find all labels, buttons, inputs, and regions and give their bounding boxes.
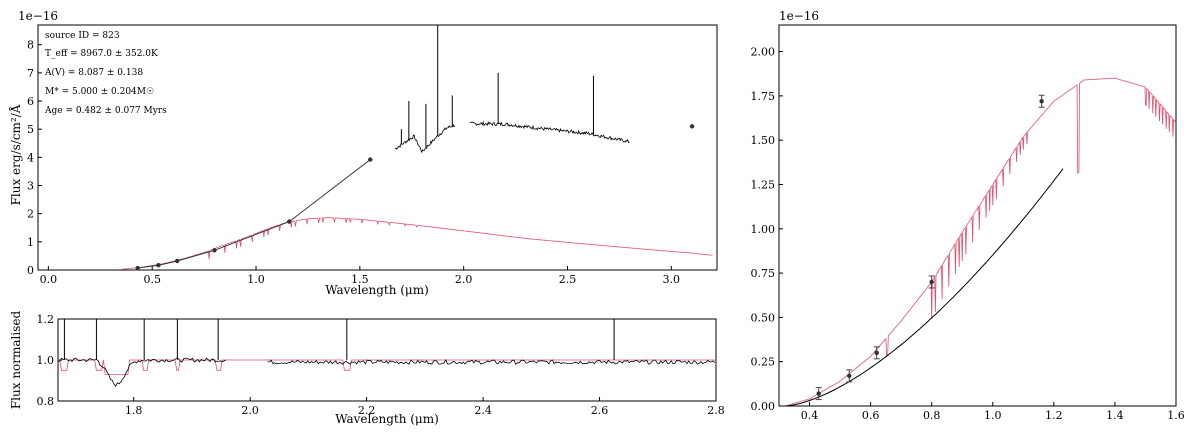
main-ytick-label: 0 — [27, 264, 34, 277]
zoom-ytick-label: 1.75 — [751, 90, 776, 103]
zoom-xtick-label: 1.2 — [1045, 409, 1063, 422]
main-ylabel: Flux erg/s/cm²/Å — [8, 104, 23, 205]
zoom-axes-frame — [778, 24, 1177, 407]
zoom-panel: 1e−16 0.4 0.6 0.8 1.0 1.2 1.4 1.6 0.00 0.25 0.50 0… — [751, 9, 1185, 422]
main-xtick-label: 3.0 — [663, 273, 681, 286]
main-ytick-label: 8 — [27, 39, 34, 52]
bottom-xlabel: Wavelength (μm) — [335, 412, 439, 426]
photometry-point — [135, 265, 140, 271]
main-spectrum-panel: 1e−16 0.0 0.5 1.0 1.5 2.0 2.5 3.0 0 1 2 3 4 5 6 7 8 Wav… — [8, 9, 718, 297]
photometry-point — [212, 248, 217, 253]
main-axes-frame — [37, 24, 718, 271]
annotation-source-id: source ID = 823 — [45, 31, 120, 41]
zoom-ytick-label: 0.25 — [751, 356, 776, 369]
zoom-photometry-point — [1039, 99, 1044, 104]
main-ytick-label: 3 — [27, 180, 34, 193]
zoom-xtick-label: 0.6 — [862, 409, 880, 422]
main-xtick-label: 0.0 — [40, 273, 58, 286]
main-annotations: source ID = 823 T_eff = 8967.0 ± 352.0K … — [44, 31, 167, 116]
photometry-sed-line — [137, 159, 371, 269]
main-xtick-label: 0.5 — [143, 273, 161, 286]
zoom-xtick-label: 1.4 — [1106, 409, 1124, 422]
bottom-ytick-label: 1.2 — [37, 313, 55, 326]
bottom-xtick-label: 2.6 — [591, 404, 609, 417]
zoom-photometry-point — [816, 391, 821, 396]
bottom-xtick-label: 2.8 — [707, 404, 725, 417]
zoom-photometry-point — [929, 279, 934, 285]
zoom-xtick-label: 0.4 — [801, 409, 819, 422]
main-ytick-label: 2 — [27, 208, 34, 221]
main-ytick-label: 6 — [27, 95, 34, 108]
zoom-ytick-label: 1.00 — [751, 223, 776, 236]
zoom-xtick-label: 0.8 — [923, 409, 941, 422]
photometry-point — [689, 124, 695, 129]
main-xtick-label: 1.5 — [351, 273, 369, 286]
zoom-photometry-point — [874, 350, 879, 356]
main-ytick-label: 1 — [27, 236, 34, 249]
zoom-ytick-label: 1.50 — [751, 134, 776, 147]
zoom-ytick-label: 1.25 — [751, 178, 776, 191]
main-xlabel: Wavelength (μm) — [325, 283, 429, 297]
photometry-point — [287, 219, 292, 224]
photometry-point — [368, 157, 373, 162]
photometry-point — [156, 263, 161, 268]
main-xtick-label: 2.0 — [455, 273, 473, 286]
bottom-ytick-label: 0.8 — [37, 395, 55, 408]
zoom-ytick-label: 0.75 — [751, 267, 776, 280]
annotation-av: A(V) = 8.087 ± 0.138 — [44, 67, 143, 78]
normalised-model-line — [58, 359, 715, 375]
main-ytick-label: 4 — [27, 151, 34, 164]
zoom-exponent: 1e−16 — [779, 9, 819, 23]
annotation-mass: M* = 5.000 ± 0.204M☉ — [45, 87, 154, 97]
main-xtick-label: 2.5 — [559, 273, 577, 286]
zoom-xtick-label: 1.0 — [984, 409, 1002, 422]
bottom-xtick-label: 2.4 — [474, 404, 492, 417]
zoom-ytick-label: 0.50 — [751, 311, 776, 324]
annotation-teff: T_eff = 8967.0 ± 352.0K — [45, 49, 158, 59]
main-ytick-label: 5 — [27, 123, 34, 136]
bottom-xtick-label: 2.0 — [241, 404, 259, 417]
observed-spectrum-k-band — [469, 120, 630, 143]
zoom-xtick-label: 1.6 — [1167, 409, 1185, 422]
observed-spectrum-h-band — [394, 123, 456, 154]
annotation-age: Age = 0.482 ± 0.077 Myrs — [44, 106, 167, 116]
bottom-ytick-label: 1.0 — [37, 354, 55, 367]
normalised-observed-h-band — [57, 357, 226, 387]
zoom-ytick-label: 2.00 — [751, 46, 776, 59]
main-exponent: 1e−16 — [18, 9, 58, 23]
bottom-xtick-label: 2.2 — [358, 404, 376, 417]
normalised-spectrum-panel: 1.8 2.0 2.2 2.4 2.6 2.8 0.8 1.0 1.2 Wavelength (… — [9, 311, 725, 426]
zoom-model-line — [784, 77, 1176, 407]
bottom-xtick-label: 1.8 — [125, 404, 143, 417]
zoom-photometry-point — [847, 373, 852, 379]
main-xtick-label: 1.0 — [247, 273, 265, 286]
model-spectrum-line — [121, 217, 713, 270]
zoom-ytick-label: 0.00 — [751, 400, 776, 413]
bottom-ylabel: Flux normalised — [9, 311, 23, 410]
photometry-point — [174, 258, 180, 264]
zoom-fit-curve — [785, 168, 1064, 407]
normalised-observed-k-band — [267, 359, 716, 365]
main-ytick-label: 7 — [27, 67, 34, 80]
